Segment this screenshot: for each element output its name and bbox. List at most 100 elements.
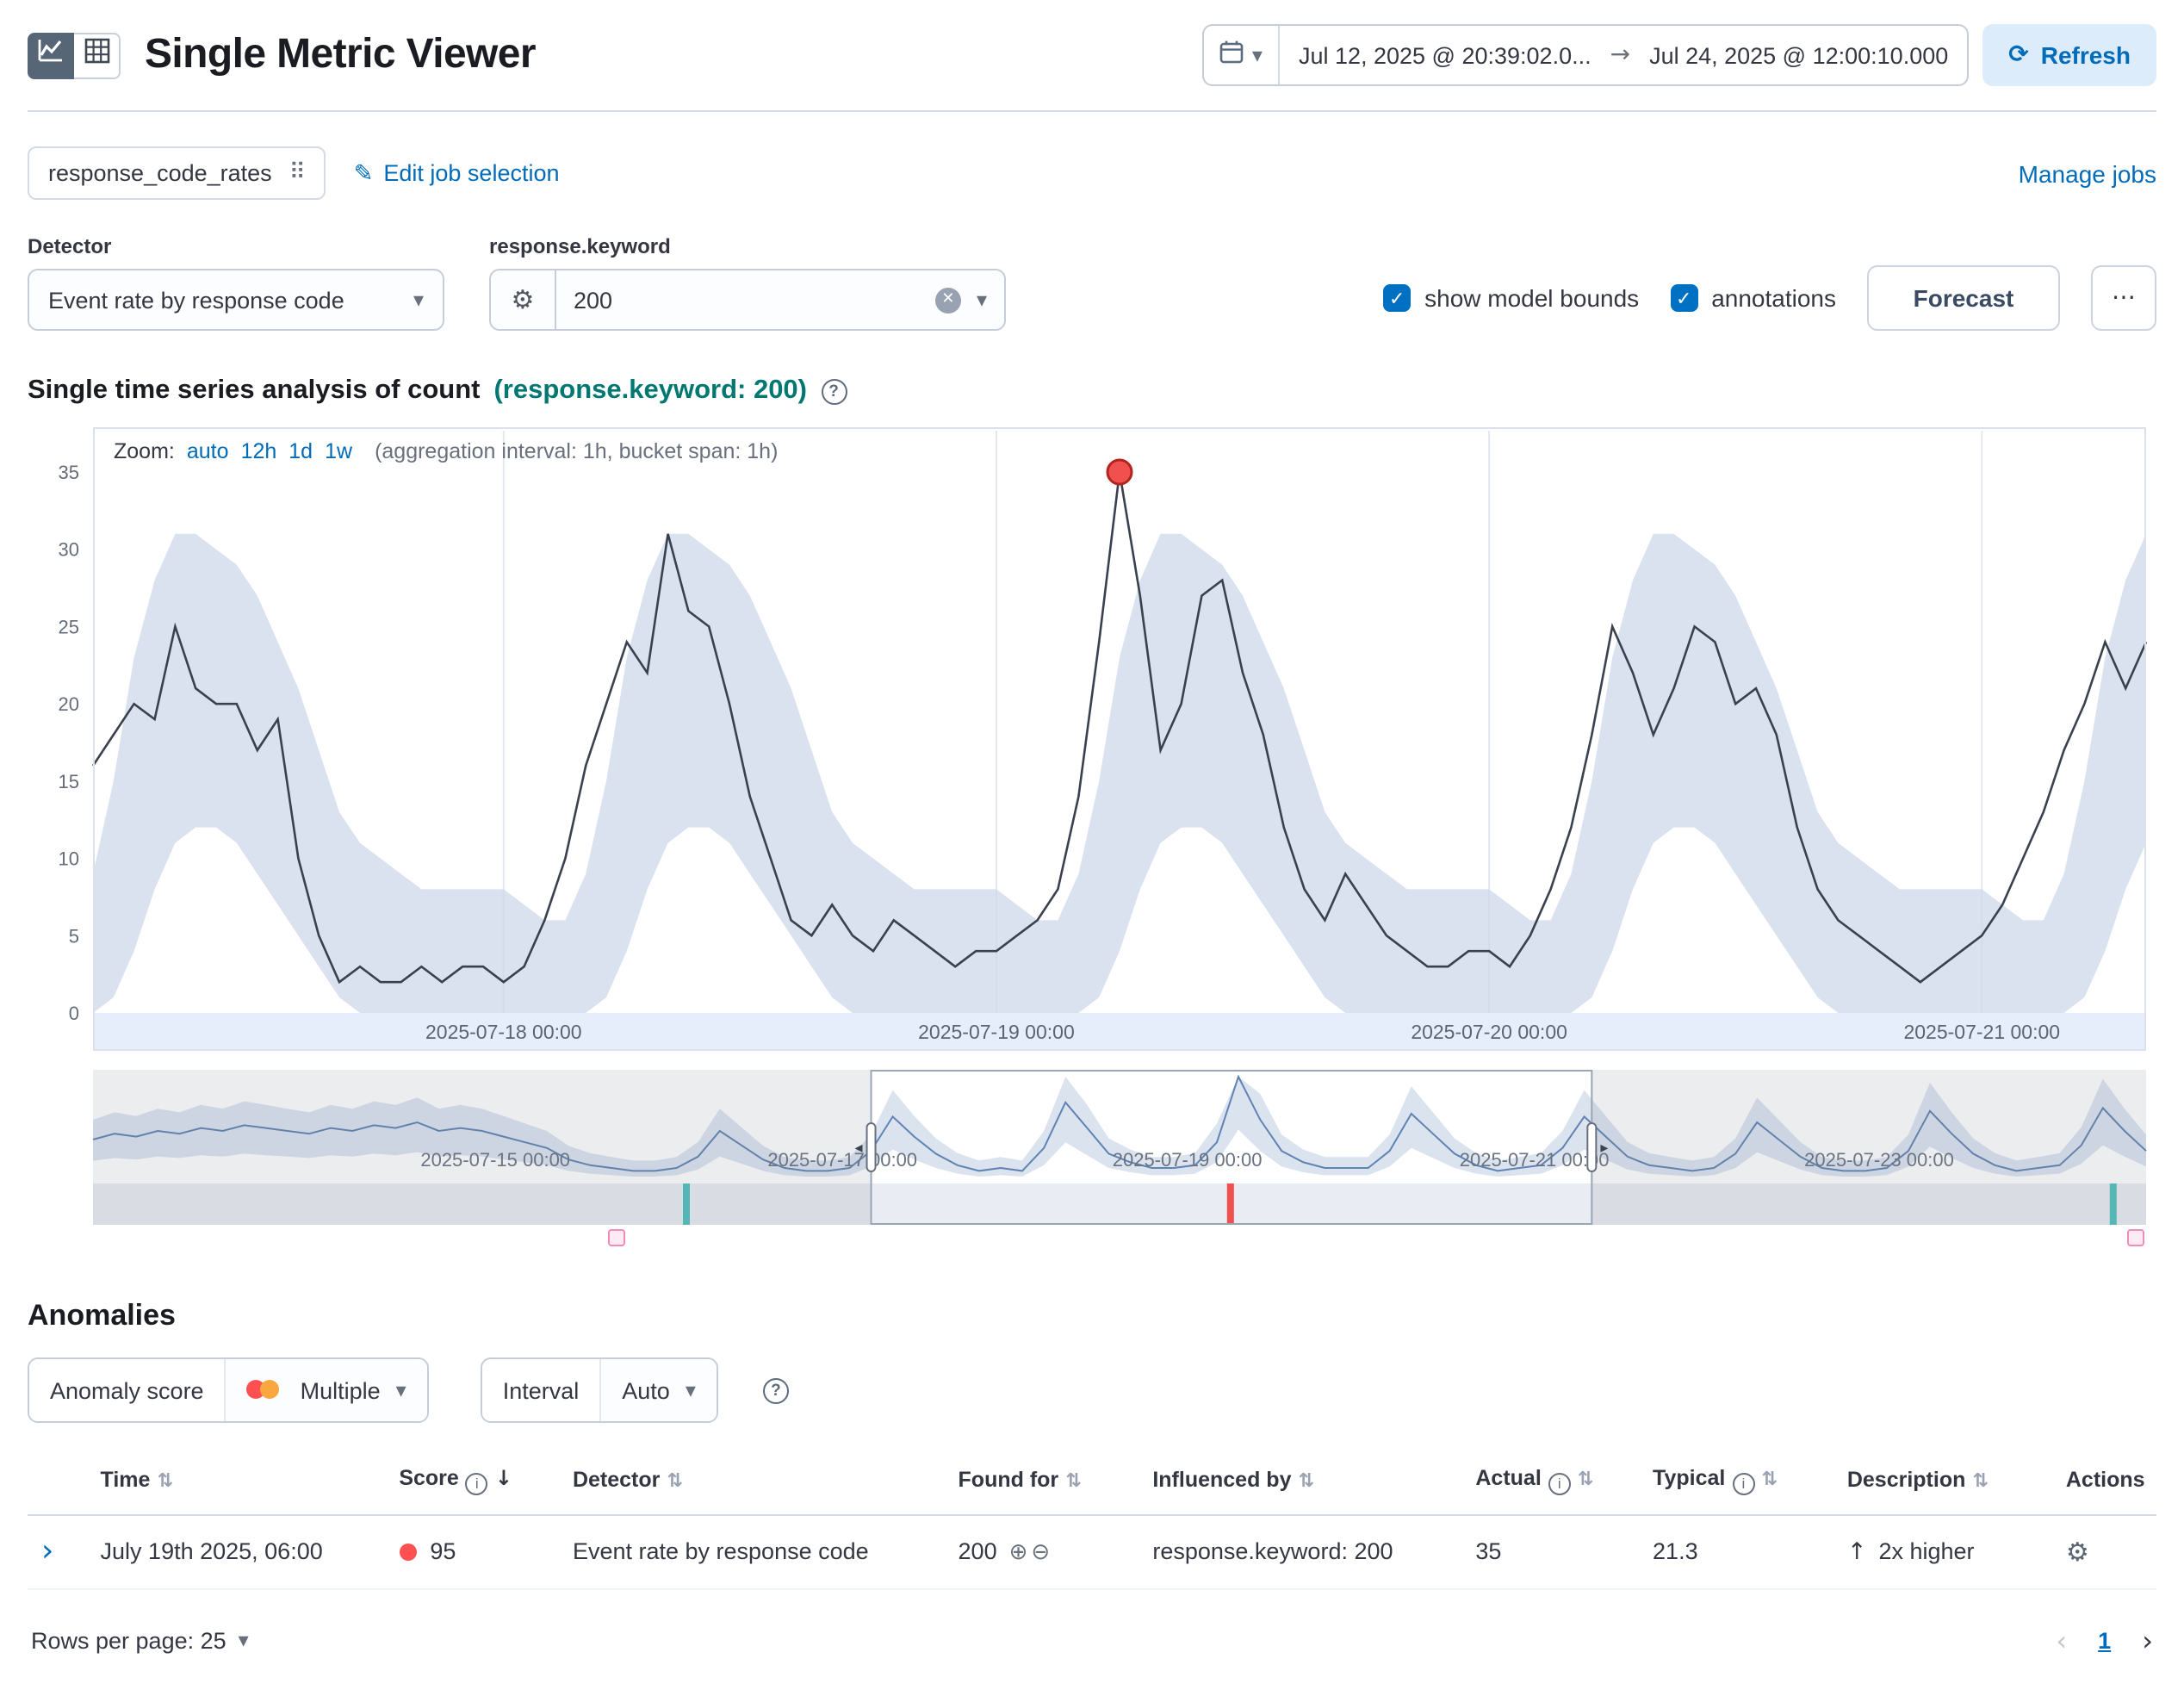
info-icon[interactable]: i [465,1472,488,1494]
refresh-button[interactable]: ⟳ Refresh [1982,24,2156,86]
col-score[interactable]: Score i ↓ [385,1447,559,1515]
detector-select[interactable]: Event rate by response code ▾ [28,269,444,331]
gear-icon: ⚙ [511,284,535,315]
info-glyph: i [1557,1475,1561,1492]
entity-settings-button[interactable]: ⚙ [489,269,555,331]
filter-in-icon[interactable]: ⊕ [1008,1539,1032,1565]
svg-text:35: 35 [59,462,79,483]
info-icon[interactable]: i [1732,1472,1755,1494]
row-actions-gear-icon[interactable]: ⚙ [2065,1536,2089,1567]
chevron-down-icon: ▾ [395,1378,406,1402]
svg-text:2025-07-19 00:00: 2025-07-19 00:00 [918,1021,1075,1043]
edit-job-selection-label: Edit job selection [383,160,560,186]
refresh-icon: ⟳ [2008,41,2029,69]
svg-text:2025-07-19 00:00: 2025-07-19 00:00 [1113,1149,1263,1171]
col-found-for-label: Found for [958,1468,1059,1493]
interval-filter: Interval Auto ▾ [480,1357,718,1423]
check-glyph: ✓ [1675,287,1692,309]
main-time-series-chart[interactable]: 2025-07-18 00:00 2025-07-19 00:00 2025-07-… [28,427,2156,1054]
forecast-button[interactable]: Forecast [1867,265,2060,331]
page-title: Single Metric Viewer [145,31,537,78]
col-description[interactable]: Description ⇅ [1833,1447,2052,1515]
sort-desc-icon[interactable]: ↓ [494,1466,512,1490]
checkbox-checked-icon: ✓ [1670,284,1698,312]
zoom-option-12h[interactable]: 12h [240,439,277,463]
table-footer: Rows per page: 25 ▾ ‹ 1 › [28,1606,2156,1674]
svg-text:2025-07-17 00:00: 2025-07-17 00:00 [767,1149,917,1171]
more-options-button[interactable]: ⋯ [2091,265,2156,331]
col-found-for[interactable]: Found for ⇅ [944,1447,1139,1515]
annotations-checkbox[interactable]: ✓ annotations [1670,284,1836,312]
info-icon[interactable]: i [1548,1472,1571,1494]
selected-job-badge[interactable]: response_code_rates ⠿ [28,146,326,200]
anomaly-typical: 21.3 [1639,1514,1833,1589]
previous-page-icon[interactable]: ‹ [2056,1624,2068,1656]
sort-icon[interactable]: ⇅ [1761,1468,1778,1490]
anomaly-detector: Event rate by response code [558,1514,945,1589]
sort-icon[interactable]: ⇅ [1972,1469,1989,1493]
chart-view-toggle[interactable] [28,32,74,78]
entity-value: 200 [574,287,613,313]
job-selection-bar: response_code_rates ⠿ ✎ Edit job selecti… [28,146,2156,200]
sort-icon[interactable]: ⇅ [1065,1469,1082,1493]
anomaly-found-for: 200 ⊕⊖ [944,1514,1139,1589]
anomaly-score: 95 [430,1538,456,1564]
info-glyph: i [475,1475,479,1492]
page-number-1[interactable]: 1 [2098,1627,2112,1653]
expand-row-button[interactable]: › [41,1532,54,1568]
col-influenced-by[interactable]: Influenced by ⇅ [1139,1447,1462,1515]
svg-text:10: 10 [59,848,79,870]
sort-icon[interactable]: ⇅ [1577,1468,1594,1490]
interval-value: Auto [622,1377,670,1403]
clear-selection-icon[interactable]: ✕ [934,287,961,313]
svg-text:2025-07-15 00:00: 2025-07-15 00:00 [420,1149,570,1171]
help-icon[interactable]: ? [821,378,847,404]
context-overview-chart[interactable]: 2025-07-15 00:00 2025-07-17 00:00 2025-07-… [28,1070,2156,1249]
sort-icon[interactable]: ⇅ [667,1469,683,1493]
show-model-bounds-checkbox[interactable]: ✓ show model bounds [1383,284,1639,312]
zoom-option-1d[interactable]: 1d [289,439,313,463]
clear-x-glyph: ✕ [941,291,955,308]
date-range-end[interactable]: Jul 24, 2025 @ 12:00:10.000 [1649,42,1949,68]
col-typical[interactable]: Typical i ⇅ [1639,1447,1833,1515]
interval-help-icon[interactable]: ? [762,1377,789,1403]
svg-text:▸: ▸ [1600,1139,1608,1156]
entity-value-combobox[interactable]: 200 ✕ ▾ [555,269,1006,331]
entity-field-label: response.keyword [489,234,671,258]
date-range-arrow-icon: → [1610,41,1631,69]
line-chart-icon [38,38,64,72]
zoom-option-auto[interactable]: auto [186,439,229,463]
super-date-picker[interactable]: ▾ Jul 12, 2025 @ 20:39:02.0... → Jul 24,… [1201,24,1970,86]
anomaly-score-cell: 95 [385,1514,559,1589]
svg-text:2025-07-18 00:00: 2025-07-18 00:00 [425,1021,582,1043]
table-view-toggle[interactable] [74,32,121,78]
col-detector[interactable]: Detector ⇅ [558,1447,945,1515]
date-picker-quick-menu[interactable]: ▾ [1204,26,1280,84]
arrow-up-icon: ↑ [1846,1537,1867,1565]
col-time[interactable]: Time ⇅ [86,1447,386,1515]
anomaly-score-select[interactable]: Multiple ▾ [226,1359,427,1421]
rows-per-page-control[interactable]: Rows per page: 25 ▾ [31,1627,249,1653]
refresh-label: Refresh [2040,41,2131,69]
filter-in-out-icons[interactable]: ⊕⊖ [1008,1537,1054,1565]
svg-text:◂: ◂ [854,1139,862,1156]
pencil-icon: ✎ [353,159,374,187]
manage-jobs-link[interactable]: Manage jobs [2018,159,2156,187]
interval-select[interactable]: Auto ▾ [601,1359,717,1421]
severity-dot-icon [399,1544,417,1561]
date-range-start[interactable]: Jul 12, 2025 @ 20:39:02.0... [1298,42,1591,68]
ellipsis-icon: ⋯ [2112,284,2136,312]
zoom-option-1w[interactable]: 1w [325,439,353,463]
next-page-icon[interactable]: › [2142,1624,2153,1656]
svg-text:2025-07-20 00:00: 2025-07-20 00:00 [1411,1021,1567,1043]
detector-value: Event rate by response code [48,287,344,313]
col-typical-label: Typical [1653,1466,1726,1490]
annotations-label: annotations [1711,284,1836,312]
edit-job-selection-link[interactable]: ✎ Edit job selection [354,159,560,187]
anomaly-score-filter: Anomaly score Multiple ▾ [28,1357,429,1423]
sort-icon[interactable]: ⇅ [1298,1469,1314,1493]
filter-out-icon[interactable]: ⊖ [1031,1539,1054,1565]
sort-icon[interactable]: ⇅ [157,1469,173,1493]
col-actual[interactable]: Actual i ⇅ [1461,1447,1640,1515]
